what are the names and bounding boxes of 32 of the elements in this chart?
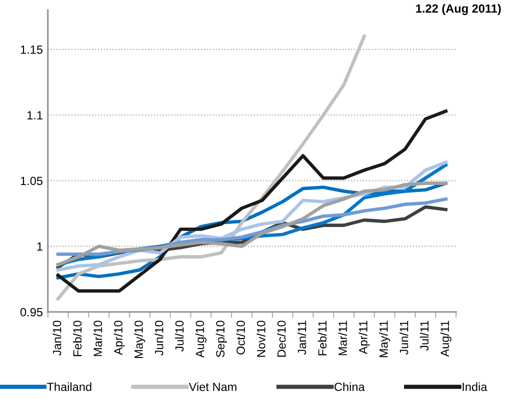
x-tick-label: Sep/10 — [216, 320, 227, 358]
x-tick-label: Jul/11 — [420, 320, 429, 351]
x-tick-label: Jul/10 — [175, 320, 184, 352]
x-tick-label: Jan/10 — [52, 320, 62, 356]
x-tick-label: Jun/10 — [154, 320, 164, 356]
line-series — [56, 109, 448, 293]
x-tick-label: Jan/11 — [297, 320, 306, 355]
y-tick-label: 1.05 — [20, 176, 42, 186]
y-tick-label: 1 — [37, 242, 42, 251]
y-tick-label: 0.95 — [20, 308, 42, 316]
x-tick-label: Feb/11 — [318, 320, 327, 356]
annotation: 1.22 (Aug 2011) — [416, 4, 501, 16]
x-tick-label: Mar/10 — [93, 320, 102, 356]
x-tick-label: May/10 — [134, 320, 146, 358]
legend-label: Viet Nam — [188, 382, 236, 392]
x-tick-label: Aug/11 — [440, 320, 452, 357]
x-tick-label: May/11 — [379, 320, 390, 358]
line-series — [56, 34, 366, 300]
y-tick-label: 1.1 — [27, 111, 42, 120]
x-tick-label: Apr/10 — [114, 320, 125, 356]
legend-label: Thailand — [47, 382, 92, 392]
x-tick-label: Feb/10 — [72, 320, 82, 356]
x-tick-label: Oct/10 — [236, 320, 245, 354]
x-tick-label: Jun/11 — [400, 320, 408, 355]
x-tick-label: Mar/11 — [338, 320, 347, 356]
legend-label: China — [334, 382, 365, 392]
x-tick-label: Apr/11 — [358, 320, 370, 354]
legend-label: India — [462, 382, 488, 392]
x-tick-label: Nov/10 — [256, 320, 266, 357]
x-tick-label: Aug/10 — [195, 320, 206, 358]
x-tick-label: Dec/10 — [277, 320, 286, 357]
y-tick-label: 1.15 — [20, 46, 42, 54]
